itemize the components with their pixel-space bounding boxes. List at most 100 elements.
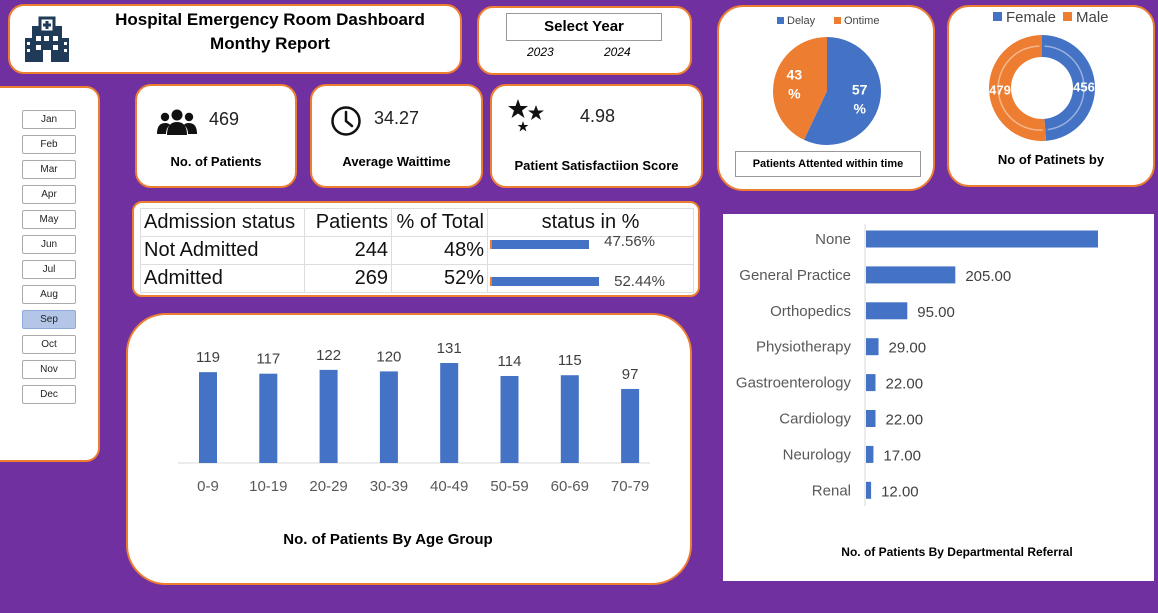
dept-bar-value-label: 29.00 [889, 340, 927, 357]
dept-category-label: None [815, 231, 851, 248]
dept-bar-value-label: 22.00 [886, 412, 924, 429]
month-button-feb[interactable]: Feb [22, 135, 76, 154]
legend-label: Delay [787, 15, 816, 27]
dept-bar-value-label: 17.00 [883, 447, 921, 464]
percent-cell: 48% [391, 236, 488, 265]
month-button-apr[interactable]: Apr [22, 185, 76, 204]
hospital-icon [25, 16, 69, 62]
donut-data-label: 456 [1073, 79, 1095, 94]
month-button-mar[interactable]: Mar [22, 160, 76, 179]
pie-data-label: 57% [852, 81, 868, 116]
legend-label: Male [1076, 9, 1109, 26]
donut-chart-title: No of Patinets by [997, 152, 1105, 167]
ontime-pie-card: 57% 43% Delay Ontime Patients Attented with… [717, 5, 935, 191]
column-header: Admission status [140, 208, 305, 237]
legend-swatch [834, 17, 841, 24]
status-cell: Not Admitted [140, 236, 305, 265]
dept-bar-value-label: 22.00 [886, 376, 924, 393]
dept-bar-none [866, 230, 1098, 248]
month-button-jan[interactable]: Jan [22, 110, 76, 129]
dept-bar-general-practice [866, 266, 956, 284]
dept-bar-renal [866, 481, 872, 499]
column-header: status in % [487, 208, 694, 237]
pie-slice-ontime [773, 37, 827, 140]
age-chart-title: No. of Patients By Age Group [283, 531, 492, 548]
legend-swatch [1063, 12, 1072, 21]
table-row: Admitted 269 52% 52.44% [140, 264, 694, 293]
kpi-waittime-label: Average Waittime [342, 154, 451, 169]
dept-chart-title: No. of Patients By Departmental Referral [841, 545, 1072, 559]
month-button-jul[interactable]: Jul [22, 260, 76, 279]
ontime-pie-chart: 57 % 43 % Delay Ontime [773, 15, 881, 146]
age-tick-label: 50-59 [490, 478, 528, 495]
legend-label: Female [1006, 9, 1056, 26]
month-button-sep[interactable]: Sep [22, 310, 76, 329]
donut-slice-male [988, 35, 1047, 141]
age-tick-label: 60-69 [551, 478, 589, 495]
kpi-satisfaction-value: 4.98 [580, 106, 616, 126]
month-button-oct[interactable]: Oct [22, 335, 76, 354]
dept-bar-orthopedics [866, 302, 908, 320]
data-bar [490, 277, 599, 286]
table-row: Not Admitted 244 48% 47.56% [140, 233, 694, 265]
age-bar-value-label: 97 [622, 366, 639, 383]
dept-category-label: Orthopedics [770, 303, 851, 320]
age-bar-value-label: 120 [376, 348, 401, 365]
month-button-may[interactable]: May [22, 210, 76, 229]
age-bar-60-69 [560, 375, 579, 463]
kpi-patients-label: No. of Patients [170, 154, 262, 169]
status-cell: Admitted [140, 264, 305, 293]
year-slicer: Select Year 2023 2024 [477, 6, 692, 75]
department-referral-card: None General Practice 205.00 Orthopedics 95.… [723, 214, 1154, 581]
kpi-satisfaction-label: Patient Satisfactiion Score [514, 158, 679, 173]
month-button-jun[interactable]: Jun [22, 235, 76, 254]
donut-slice-female [1042, 35, 1095, 141]
kpi-patients-card: 469 No. of Patients [135, 84, 297, 188]
legend-swatch [777, 17, 784, 24]
percent-cell: 52% [391, 264, 488, 293]
month-button-aug[interactable]: Aug [22, 285, 76, 304]
dept-bar-physiotherapy [866, 338, 879, 356]
dept-category-label: Physiotherapy [756, 339, 852, 356]
dashboard-title: Hospital Emergency Room Dashboard Monthy… [115, 10, 425, 53]
dept-bar-value-label: 12.00 [881, 483, 919, 500]
legend-swatch [993, 12, 1002, 21]
month-button-dec[interactable]: Dec [22, 385, 76, 404]
age-tick-label: 10-19 [249, 478, 287, 495]
age-bar-value-label: 119 [196, 349, 220, 366]
data-bar-label: 52.44% [614, 273, 665, 290]
table-header-row: Admission status Patients % of Total sta… [140, 208, 694, 237]
age-bar-40-49 [440, 363, 459, 463]
kpi-satisfaction-card: 4.98 Patient Satisfactiion Score [490, 84, 703, 188]
donut-ring-accent [1044, 45, 1085, 131]
databar-cell: 47.56% [487, 233, 694, 265]
dept-category-label: Gastroenterology [736, 375, 852, 392]
people-icon [157, 109, 197, 135]
month-button-nov[interactable]: Nov [22, 360, 76, 379]
age-bar-value-label: 122 [316, 347, 341, 364]
age-tick-label: 30-39 [370, 478, 408, 495]
age-tick-label: 40-49 [430, 478, 468, 495]
admission-status-card: Admission status Patients % of Total sta… [132, 201, 700, 297]
donut-data-label: 479 [989, 83, 1011, 98]
dept-category-label: General Practice [739, 267, 851, 284]
year-option-2024[interactable]: 2024 [604, 45, 631, 59]
dept-bar-neurology [866, 445, 874, 463]
year-option-2023[interactable]: 2023 [527, 45, 554, 59]
pie-chart-title: Patients Attented within time [735, 151, 921, 177]
dept-bar-gastroenterology [866, 374, 876, 392]
clock-icon [331, 106, 361, 136]
admission-table: Admission status Patients % of Total sta… [140, 208, 694, 293]
pie-data-label: 43% [787, 67, 803, 102]
gender-donut-card: 456 479 Female Male No of Patinets by [947, 5, 1155, 187]
databar-cell: 52.44% [487, 264, 694, 293]
age-bar-10-19 [259, 373, 278, 463]
data-bar [490, 240, 589, 249]
dept-bar-value-label: 205.00 [965, 268, 1011, 285]
age-bar-20-29 [319, 369, 338, 463]
age-bar-value-label: 115 [558, 352, 582, 369]
age-tick-label: 0-9 [197, 478, 219, 495]
kpi-waittime-value: 34.27 [374, 108, 420, 128]
age-bar-70-79 [621, 388, 640, 463]
stars-icon [508, 99, 544, 132]
